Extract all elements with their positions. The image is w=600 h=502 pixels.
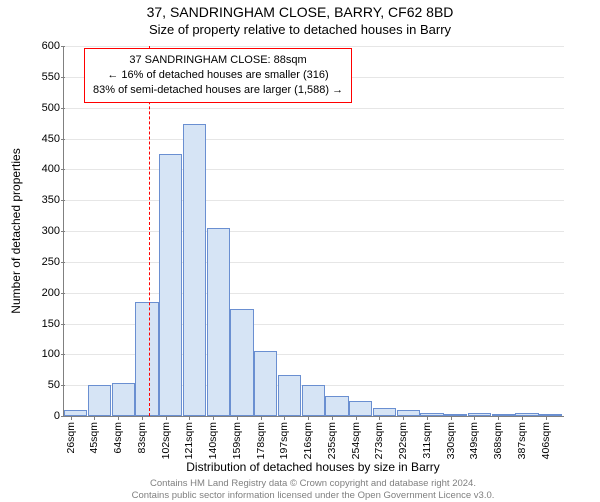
y-tick: 600 [20,40,60,52]
x-tick-label: 26sqm [65,422,77,454]
x-tick-mark [142,416,143,420]
x-tick-mark [451,416,452,420]
x-tick-label: 178sqm [255,422,267,459]
x-tick-label: 216sqm [302,422,314,459]
x-tick-label: 311sqm [421,422,433,459]
histogram-bar [207,228,230,416]
page-title: 37, SANDRINGHAM CLOSE, BARRY, CF62 8BD [0,4,600,20]
x-tick-mark [237,416,238,420]
x-tick-mark [474,416,475,420]
x-tick-mark [332,416,333,420]
attribution-footer: Contains HM Land Registry data © Crown c… [63,478,563,502]
annotation-box: 37 SANDRINGHAM CLOSE: 88sqm ← 16% of det… [84,48,352,103]
x-tick-mark [94,416,95,420]
x-tick-label: 254sqm [350,422,362,459]
y-tick: 150 [20,318,60,330]
gridline [64,169,564,170]
histogram-bar [135,302,158,416]
gridline [64,293,564,294]
histogram-bar [325,396,348,416]
x-tick-mark [213,416,214,420]
x-tick-mark [356,416,357,420]
x-tick-mark [546,416,547,420]
histogram-bar [515,413,538,416]
histogram-bar [302,385,325,416]
x-axis-label: Distribution of detached houses by size … [63,460,563,474]
x-tick-label: 406sqm [540,422,552,459]
footer-line: Contains public sector information licen… [132,490,495,501]
y-tick: 550 [20,71,60,83]
histogram-bar [373,408,396,416]
y-tick: 400 [20,163,60,175]
histogram-bar [230,309,253,416]
histogram-bar [468,413,491,416]
x-tick-label: 197sqm [278,422,290,459]
x-tick-mark [71,416,72,420]
x-tick-label: 83sqm [136,422,148,454]
x-tick-label: 121sqm [183,422,195,459]
histogram-bar [539,414,562,416]
histogram-bar [254,351,277,416]
x-tick-mark [118,416,119,420]
footer-line: Contains HM Land Registry data © Crown c… [150,478,476,489]
x-tick-label: 387sqm [516,422,528,459]
y-tick: 300 [20,225,60,237]
histogram-bar [112,383,135,416]
y-tick: 500 [20,102,60,114]
y-tick: 50 [20,379,60,391]
histogram-bar [183,124,206,416]
y-tick: 450 [20,133,60,145]
gridline [64,262,564,263]
histogram-bar [397,410,420,416]
x-tick-mark [379,416,380,420]
x-tick-label: 292sqm [397,422,409,459]
x-tick-label: 140sqm [207,422,219,459]
y-tick: 250 [20,256,60,268]
x-tick-mark [166,416,167,420]
gridline [64,108,564,109]
annotation-line: 83% of semi-detached houses are larger (… [93,83,343,98]
x-tick-label: 235sqm [326,422,338,459]
annotation-line: ← 16% of detached houses are smaller (31… [93,68,343,83]
x-tick-mark [189,416,190,420]
y-tick: 350 [20,194,60,206]
x-tick-mark [261,416,262,420]
histogram-bar [278,375,301,416]
x-tick-mark [427,416,428,420]
x-tick-mark [522,416,523,420]
y-tick: 200 [20,287,60,299]
x-tick-mark [403,416,404,420]
x-tick-label: 273sqm [373,422,385,459]
histogram-bar [159,154,182,416]
gridline [64,46,564,47]
x-tick-label: 102sqm [160,422,172,459]
x-tick-label: 45sqm [88,422,100,454]
chart-subtitle: Size of property relative to detached ho… [0,22,600,37]
x-tick-mark [284,416,285,420]
gridline [64,139,564,140]
x-tick-label: 368sqm [492,422,504,459]
histogram-bar [492,414,515,416]
y-tick: 100 [20,348,60,360]
histogram-bar [349,401,372,416]
x-tick-label: 330sqm [445,422,457,459]
histogram-bar [88,385,111,416]
histogram-bar [420,413,443,416]
x-tick-mark [308,416,309,420]
y-tick: 0 [20,410,60,422]
x-tick-label: 349sqm [468,422,480,459]
x-tick-label: 159sqm [231,422,243,459]
x-tick-label: 64sqm [112,422,124,454]
gridline [64,200,564,201]
gridline [64,231,564,232]
histogram-bar [444,414,467,416]
annotation-line: 37 SANDRINGHAM CLOSE: 88sqm [93,53,343,68]
x-tick-mark [498,416,499,420]
histogram-bar [64,410,87,416]
